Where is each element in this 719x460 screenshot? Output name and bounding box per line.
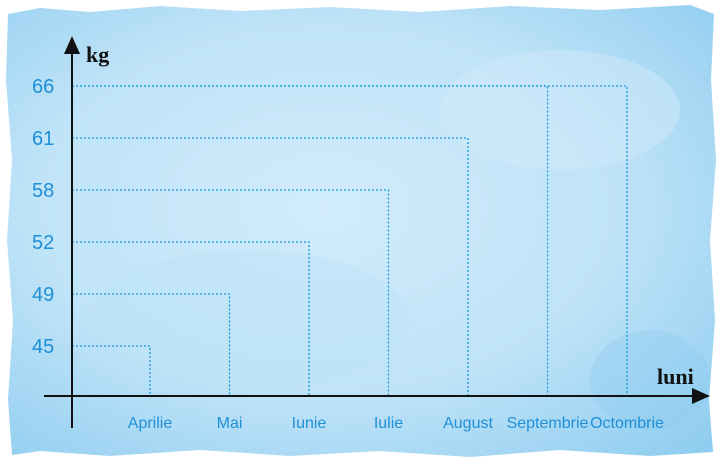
y-tick-45: 45	[32, 336, 54, 358]
drop-line-aprilie	[72, 345, 151, 396]
drop-line-august	[72, 137, 469, 396]
x-axis-label: luni	[657, 364, 694, 389]
drop-line-mai	[72, 293, 231, 396]
x-tick-aprilie: Aprilie	[128, 415, 173, 432]
y-tick-61: 61	[32, 128, 54, 150]
x-tick-iunie: Iunie	[292, 415, 327, 432]
drop-line-octombrie	[72, 85, 628, 396]
drop-line-iulie	[72, 189, 390, 396]
x-tick-octombrie: Octombrie	[590, 415, 664, 432]
y-tick-49: 49	[32, 284, 54, 306]
x-tick-septembrie: Septembrie	[507, 415, 589, 432]
tick-labels: 45 49 52 58 61 66 Aprilie Mai Iunie Iulie August Se…	[32, 76, 664, 432]
y-tick-58: 58	[32, 180, 54, 202]
y-tick-66: 66	[32, 76, 54, 98]
x-tick-august: August	[443, 415, 493, 432]
x-tick-iulie: Iulie	[374, 415, 403, 432]
drop-lines	[72, 85, 628, 396]
drop-line-iunie	[72, 241, 310, 396]
y-tick-52: 52	[32, 232, 54, 254]
x-tick-mai: Mai	[217, 415, 243, 432]
y-axis-label: kg	[86, 42, 109, 67]
